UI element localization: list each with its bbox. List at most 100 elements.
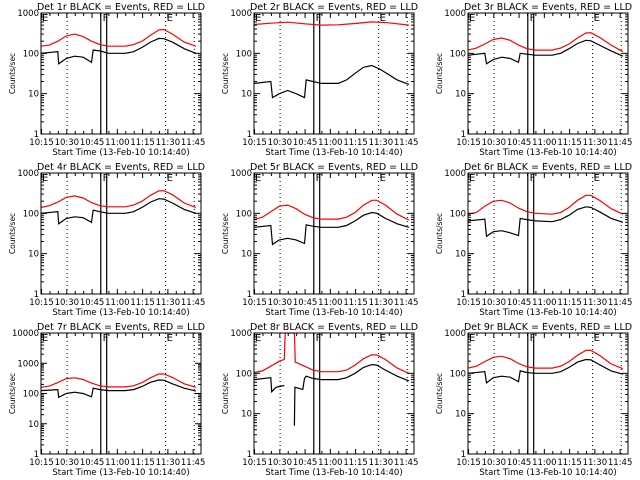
series-line-lld	[468, 349, 624, 370]
marker-label: E	[255, 13, 261, 24]
x-tick-label: 10:45	[293, 138, 318, 148]
x-axis-label: Start Time (13-Feb-10 10:14:40)	[265, 148, 402, 158]
x-tick-label: 11:30	[369, 298, 394, 308]
series-line-events	[254, 211, 410, 246]
x-tick-label: 11:30	[583, 458, 608, 468]
x-tick-label: 11:15	[557, 458, 582, 468]
marker-label: F	[103, 173, 109, 184]
marker-label: E	[167, 13, 173, 24]
marker-label: F	[103, 13, 109, 24]
y-tick-label: 10	[241, 410, 252, 420]
y-tick-label: 100	[23, 390, 39, 400]
y-tick-label: 10	[455, 90, 466, 100]
x-tick-label: 11:45	[608, 138, 633, 148]
marker-label: E	[469, 333, 475, 344]
x-tick-label: 10:45	[80, 138, 105, 148]
marker-label: E	[594, 173, 600, 184]
y-tick-label: 1	[34, 450, 39, 460]
plot-frame	[40, 172, 202, 295]
x-tick-label: 10:45	[80, 458, 105, 468]
x-tick-label: 10:30	[268, 458, 293, 468]
x-tick-label: 11:15	[343, 298, 368, 308]
y-axis-label: Counts/sec	[435, 53, 444, 94]
y-tick-label: 1000	[444, 169, 466, 179]
plot-frame	[467, 172, 629, 295]
x-axis-label: Start Time (13-Feb-10 10:14:40)	[52, 308, 189, 318]
y-tick-label: 10	[455, 410, 466, 420]
y-tick-label: 1	[34, 290, 39, 300]
y-tick-label: 1000	[230, 329, 252, 339]
series-line-lld	[41, 373, 197, 388]
marker-label: E	[42, 13, 48, 24]
y-tick-label: 1000	[17, 359, 39, 369]
y-axis-label: Counts/sec	[221, 373, 230, 414]
y-tick-label: 1000	[230, 169, 252, 179]
x-tick-label: 10:45	[293, 298, 318, 308]
x-axis-label: Start Time (13-Feb-10 10:14:40)	[479, 308, 616, 318]
x-tick-label: 10:15	[29, 298, 54, 308]
series-line-events	[41, 198, 197, 225]
y-axis-label: Counts/sec	[221, 53, 230, 94]
x-tick-label: 11:15	[343, 138, 368, 148]
y-tick-label: 10000	[12, 329, 39, 339]
x-tick-label: 11:45	[394, 458, 419, 468]
x-tick-label: 11:00	[532, 138, 557, 148]
chart-title: Det 7r BLACK = Events, RED = LLD	[37, 322, 205, 333]
chart-title: Det 2r BLACK = Events, RED = LLD	[250, 2, 418, 13]
y-tick-label: 10	[241, 90, 252, 100]
marker-label: F	[316, 13, 322, 24]
marker-label: E	[167, 333, 173, 344]
x-tick-label: 11:45	[181, 138, 206, 148]
series-line-lld	[254, 333, 410, 374]
marker-label: F	[530, 333, 536, 344]
marker-label: E	[167, 173, 173, 184]
y-tick-label: 1	[461, 450, 466, 460]
x-tick-label: 11:00	[105, 458, 130, 468]
x-tick-label: 10:30	[482, 138, 507, 148]
y-tick-label: 10	[28, 90, 39, 100]
x-tick-label: 11:00	[318, 458, 343, 468]
x-tick-label: 10:30	[482, 298, 507, 308]
x-tick-label: 10:45	[507, 138, 532, 148]
x-tick-label: 11:15	[557, 138, 582, 148]
series-line-lld	[468, 32, 624, 53]
chart-title: Det 9r BLACK = Events, RED = LLD	[464, 322, 632, 333]
x-axis-label: Start Time (13-Feb-10 10:14:40)	[52, 148, 189, 158]
plot-frame	[253, 12, 415, 135]
x-axis-label: Start Time (13-Feb-10 10:14:40)	[265, 468, 402, 478]
x-tick-label: 11:00	[105, 138, 130, 148]
chart-title: Det 1r BLACK = Events, RED = LLD	[37, 2, 205, 13]
chart-title: Det 8r BLACK = Events, RED = LLD	[250, 322, 418, 333]
y-tick-label: 1000	[17, 169, 39, 179]
y-tick-label: 1	[247, 290, 252, 300]
marker-label: E	[42, 333, 48, 344]
x-tick-label: 11:30	[156, 458, 181, 468]
x-tick-label: 10:45	[80, 298, 105, 308]
x-tick-label: 11:45	[394, 138, 419, 148]
marker-label: E	[380, 13, 386, 24]
x-tick-label: 11:00	[532, 298, 557, 308]
y-tick-label: 1	[461, 290, 466, 300]
y-axis-label: Counts/sec	[8, 213, 17, 254]
x-tick-label: 11:15	[130, 138, 155, 148]
x-tick-label: 11:15	[130, 458, 155, 468]
x-tick-label: 11:15	[343, 458, 368, 468]
y-tick-label: 100	[23, 49, 39, 59]
y-tick-label: 10	[28, 420, 39, 430]
x-tick-label: 10:15	[29, 458, 54, 468]
y-tick-label: 1000	[444, 329, 466, 339]
series-line-lld	[41, 28, 197, 47]
y-tick-label: 10	[241, 250, 252, 260]
x-tick-label: 10:30	[55, 458, 80, 468]
x-tick-label: 10:15	[456, 138, 481, 148]
series-line-lld	[254, 21, 409, 26]
x-tick-label: 11:30	[369, 458, 394, 468]
x-tick-label: 10:15	[456, 458, 481, 468]
x-tick-label: 11:45	[608, 298, 633, 308]
